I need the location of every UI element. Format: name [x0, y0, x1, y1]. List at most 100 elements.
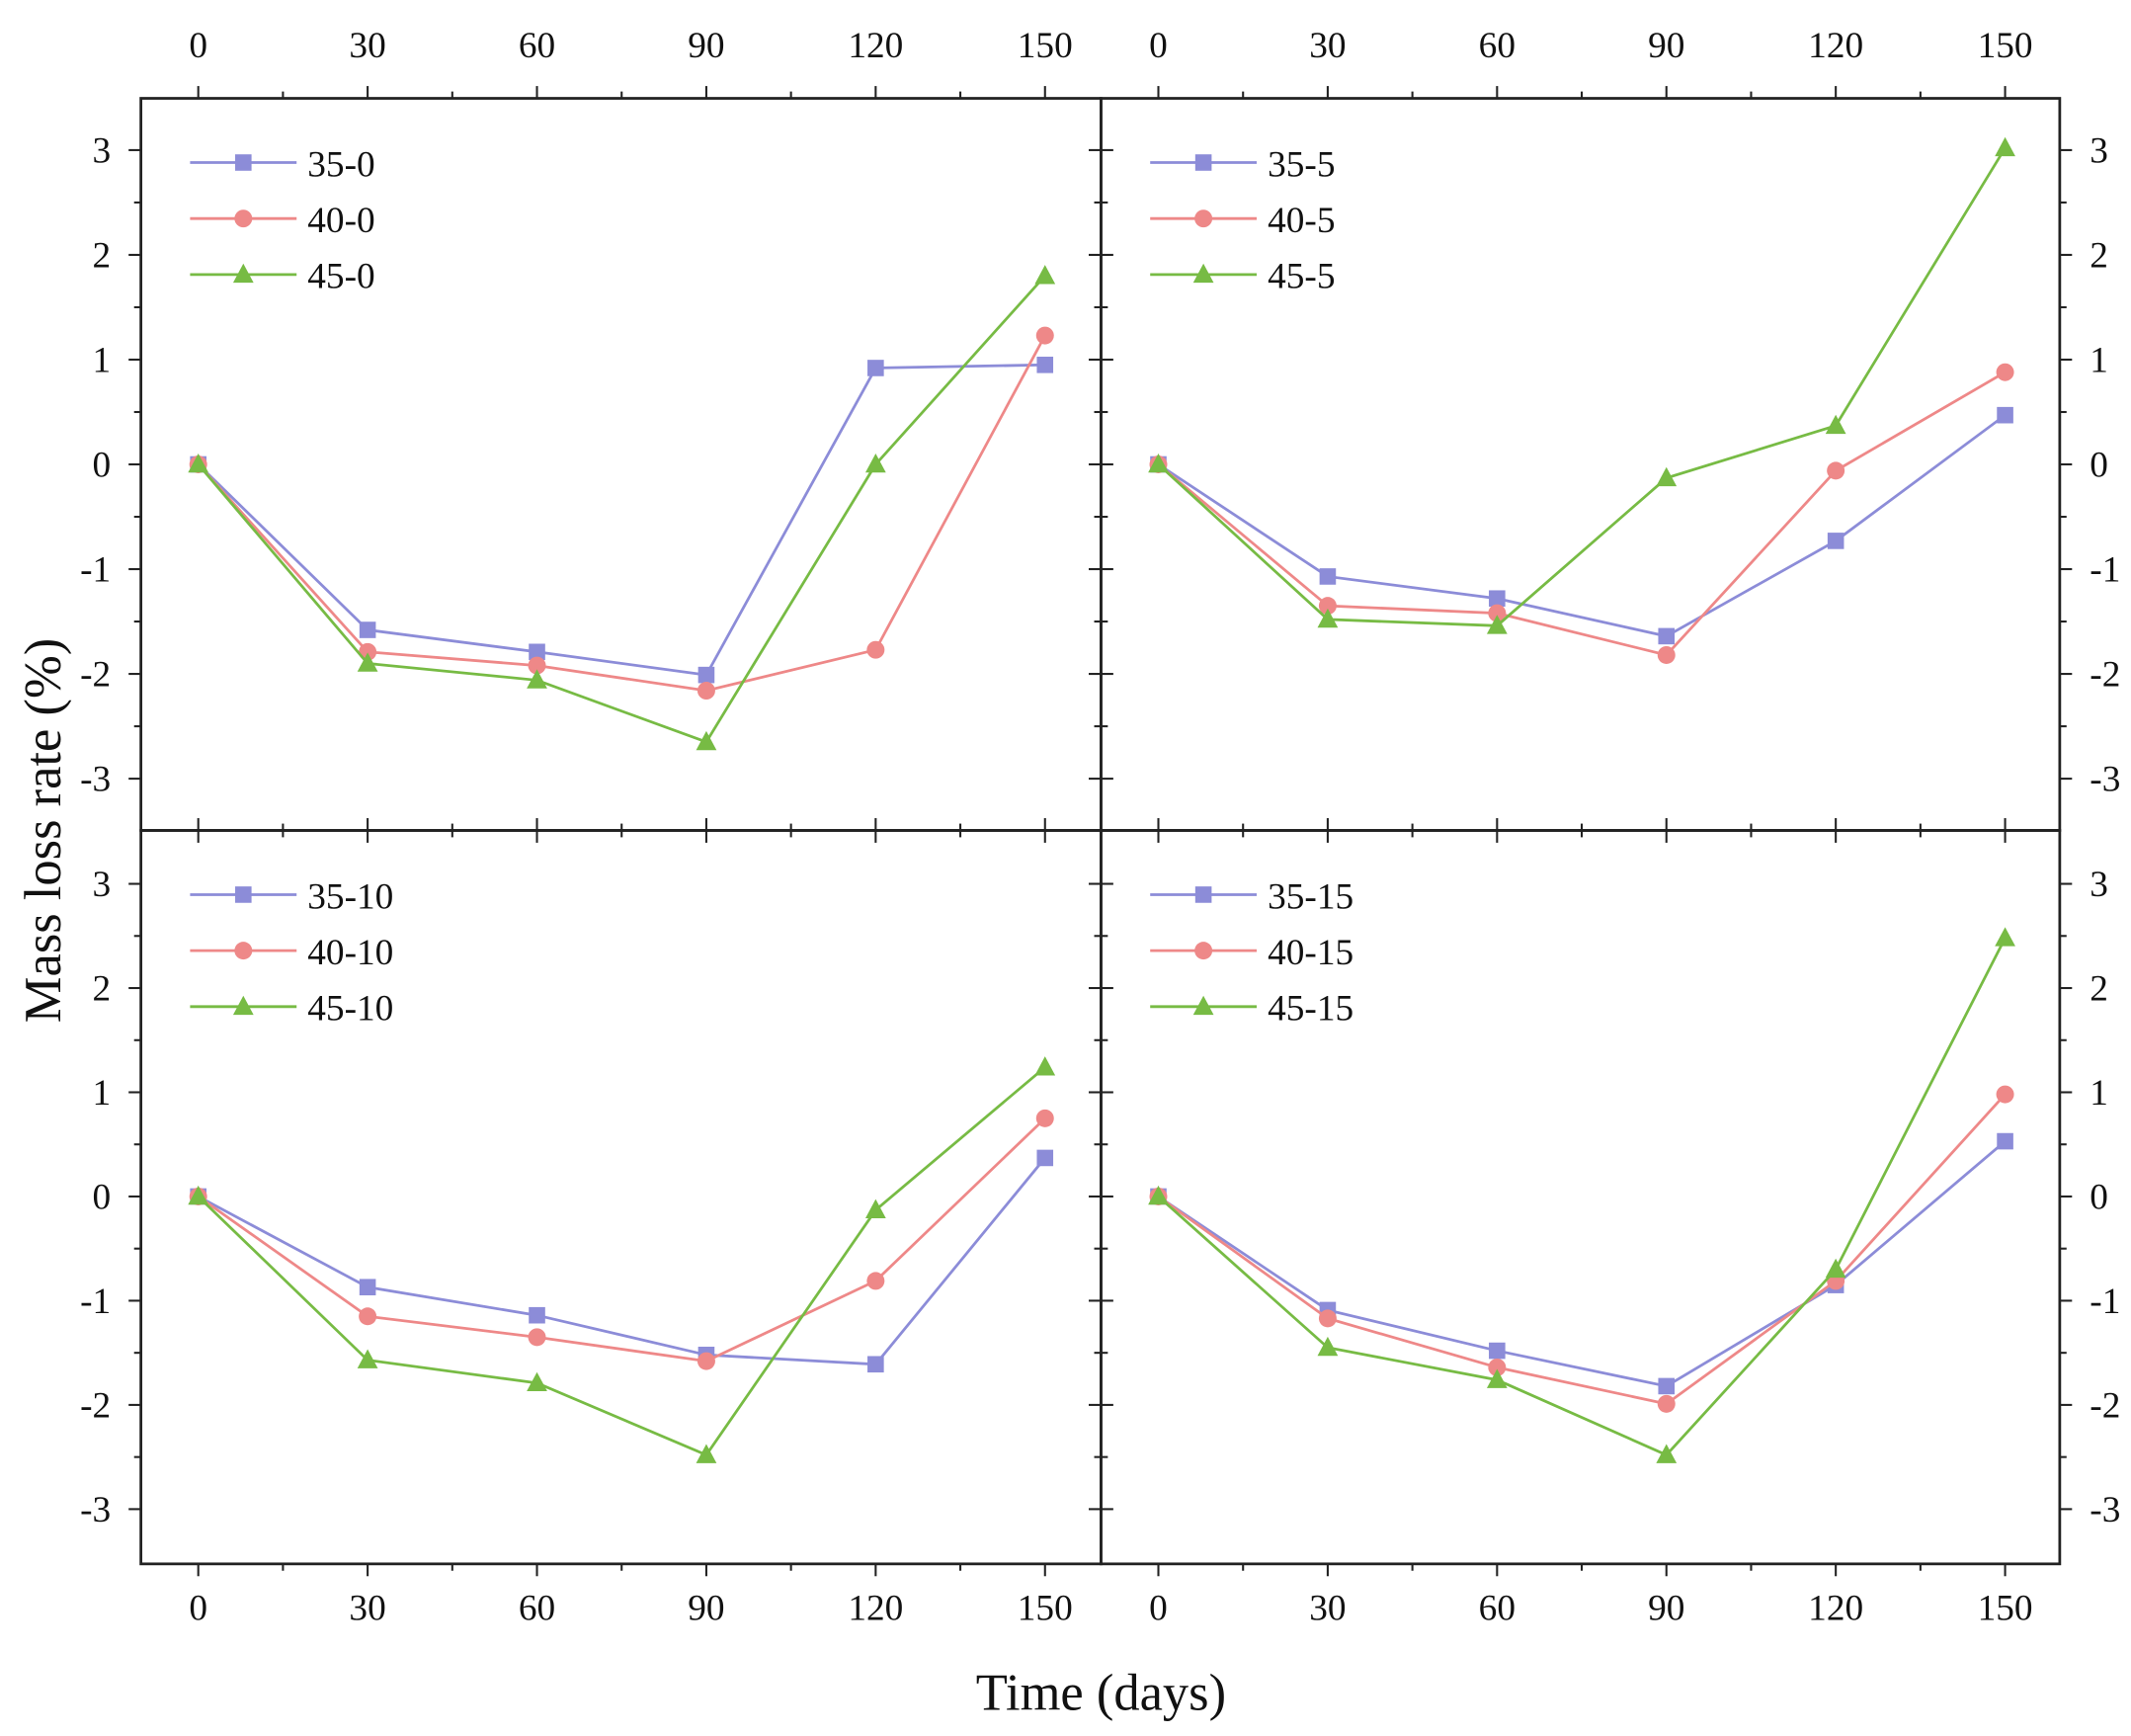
x-tick-label: 30 — [349, 26, 385, 66]
x-tick-label: 60 — [1479, 26, 1516, 66]
legend-marker — [234, 209, 253, 228]
data-point-40-15 — [1657, 1394, 1676, 1413]
series-line-45-0 — [197, 275, 1046, 744]
legend-marker — [234, 942, 253, 960]
series-line-35-15 — [1157, 1140, 2007, 1388]
series-line-40-15 — [1157, 1093, 2007, 1406]
data-point-40-0 — [697, 682, 715, 701]
panel-2: 0 30 60 90 120 150 3 2 1 0 -1 -2 -3 35-5 40-5 45-5 — [1089, 26, 2120, 843]
legend-label: 45-15 — [1268, 989, 1353, 1030]
legend-marker — [1194, 942, 1213, 960]
legend-marker — [232, 995, 254, 1016]
x-tick-label: 0 — [189, 26, 207, 66]
data-point-35-15 — [1997, 1132, 2013, 1150]
legend-label: 35-10 — [307, 876, 393, 917]
legend-marker — [232, 263, 254, 284]
x-tick-label: 150 — [1978, 1588, 2033, 1628]
data-point-35-10 — [359, 1279, 376, 1296]
x-tick-label: 150 — [1978, 26, 2033, 66]
legend-label: 45-5 — [1268, 257, 1335, 297]
x-tick-label: 90 — [1648, 1588, 1684, 1628]
data-point-45-10 — [357, 1349, 378, 1368]
legend-label: 45-10 — [307, 989, 393, 1030]
series-line-45-5 — [1157, 147, 2007, 627]
data-point-45-5 — [1317, 608, 1339, 628]
y-tick-label: 2 — [93, 968, 112, 1009]
data-point-45-5 — [1148, 453, 1169, 473]
y-tick-label: 3 — [2090, 865, 2108, 905]
data-point-45-0 — [188, 453, 209, 473]
data-point-45-0 — [696, 730, 717, 751]
data-point-40-10 — [866, 1272, 885, 1290]
data-point-45-5 — [1995, 136, 2015, 157]
data-point-35-0 — [359, 621, 376, 638]
x-tick-label: 120 — [848, 1588, 903, 1628]
series-line-40-10 — [197, 1116, 1046, 1364]
data-point-40-10 — [359, 1307, 377, 1326]
data-point-35-5 — [1827, 533, 1844, 549]
x-tick-label: 120 — [1808, 26, 1863, 66]
y-tick-label: 2 — [2090, 968, 2108, 1009]
series-line-45-15 — [1157, 937, 2007, 1457]
x-tick-label: 150 — [1018, 1588, 1073, 1628]
y-tick-label: 2 — [2090, 235, 2108, 276]
data-point-40-15 — [1488, 1358, 1507, 1376]
x-tick-label: 30 — [349, 1588, 385, 1628]
series-line-45-10 — [197, 1066, 1046, 1457]
y-tick-label: 0 — [93, 1177, 112, 1217]
data-point-40-0 — [1035, 326, 1054, 345]
data-point-35-5 — [1658, 627, 1676, 645]
panel-frame — [1100, 829, 2062, 1566]
legend-marker — [235, 154, 252, 171]
legend-marker — [1194, 154, 1212, 171]
panel-frame — [139, 97, 1103, 832]
x-tick-label: 90 — [688, 26, 724, 66]
data-point-45-15 — [1486, 1368, 1508, 1388]
data-point-45-15 — [1825, 1258, 1846, 1279]
data-point-45-15 — [1317, 1336, 1339, 1357]
data-point-40-5 — [1996, 363, 2014, 381]
data-point-40-5 — [1827, 461, 1845, 480]
x-tick-label: 120 — [1808, 1588, 1863, 1628]
data-point-40-10 — [697, 1352, 715, 1370]
x-tick-label: 90 — [1648, 26, 1684, 66]
x-tick-label: 30 — [1309, 1588, 1346, 1628]
y-tick-label: -2 — [80, 655, 111, 696]
data-point-40-5 — [1488, 604, 1507, 622]
data-point-40-5 — [1318, 597, 1337, 616]
legend-marker — [1192, 995, 1214, 1016]
data-point-40-15 — [1996, 1085, 2014, 1104]
legend-label: 35-5 — [1268, 144, 1335, 185]
data-point-45-0 — [527, 669, 547, 689]
data-point-40-10 — [528, 1328, 546, 1347]
legend-marker — [1194, 209, 1213, 228]
data-point-45-15 — [1995, 927, 2015, 947]
data-point-45-10 — [864, 1199, 886, 1218]
legend-label: 40-10 — [307, 933, 393, 973]
data-point-45-15 — [1656, 1444, 1678, 1463]
y-tick-label: -3 — [80, 1490, 111, 1530]
x-tick-label: 60 — [1479, 1588, 1516, 1628]
panel-4: 0 30 60 90 120 150 3 2 1 0 -1 -2 -3 35-15 40-15 45-15 — [1089, 818, 2120, 1628]
x-tick-label: 60 — [519, 1588, 555, 1628]
series-line-40-5 — [1157, 371, 2007, 657]
y-tick-label: 3 — [93, 130, 112, 171]
x-tick-label: 120 — [848, 26, 903, 66]
series-line-35-5 — [1157, 414, 2007, 638]
y-tick-label: -3 — [80, 760, 111, 800]
data-point-45-10 — [188, 1185, 209, 1205]
data-point-45-0 — [864, 453, 886, 473]
y-tick-label: 1 — [2090, 340, 2108, 380]
y-tick-label: 0 — [2090, 1177, 2108, 1217]
data-point-35-0 — [529, 643, 545, 661]
data-point-40-15 — [1318, 1309, 1337, 1328]
data-point-35-15 — [1658, 1377, 1676, 1395]
x-tick-label: 30 — [1309, 26, 1346, 66]
series-line-35-10 — [198, 1157, 1046, 1366]
legend-marker — [235, 886, 252, 903]
y-tick-label: 1 — [2090, 1073, 2108, 1114]
data-point-35-15 — [1489, 1342, 1506, 1360]
data-point-45-10 — [527, 1371, 547, 1392]
data-point-35-10 — [1036, 1149, 1054, 1167]
